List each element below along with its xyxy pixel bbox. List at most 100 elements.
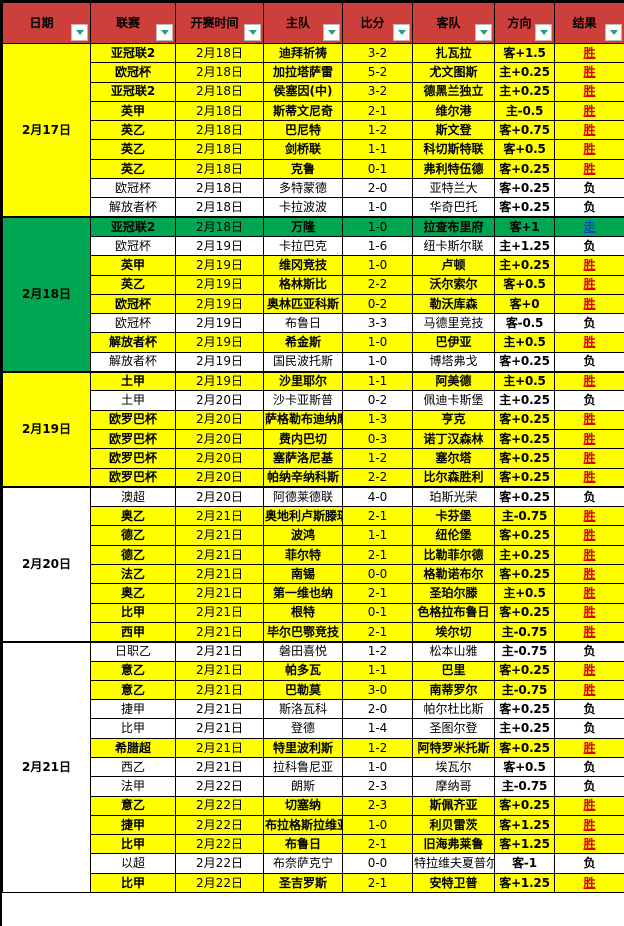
table-row[interactable]: 英乙 2月18日 巴尼特 1-2 斯文登 客+0.75 胜 [3, 120, 624, 141]
table-row[interactable]: 西甲 2月21日 毕尔巴鄂竞技 2-1 埃尔切 主-0.75 胜 [3, 621, 624, 643]
table-row[interactable]: 亚冠联2 2月18日 侯塞因(中) 3-2 德黑兰独立 主+0.25 胜 [3, 81, 624, 102]
table-row[interactable]: 英乙 2月19日 格林斯比 2-2 沃尔索尔 客+0.5 胜 [3, 274, 624, 295]
table-row[interactable]: 解放者杯 2月19日 国民波托斯 1-0 博塔弗戈 客+0.25 负 [3, 351, 624, 373]
result-cell: 胜 [554, 448, 624, 469]
column-header-away[interactable]: 客队 [412, 2, 495, 44]
home-team-cell: 南锡 [263, 564, 343, 585]
table-row[interactable]: 2月21日 日职乙 2月21日 磐田喜悦 1-2 松本山雅 主-0.75 负 [2, 640, 624, 894]
column-header-league[interactable]: 联赛 [90, 2, 176, 44]
filter-dropdown-icon-league[interactable] [156, 24, 173, 41]
column-header-result[interactable]: 结果 [554, 2, 624, 44]
table-row[interactable]: 英甲 2月18日 斯蒂文尼奇 2-1 维尔港 主-0.5 胜 [3, 100, 624, 122]
table-row[interactable]: 比甲 2月22日 圣吉罗斯 2-1 安特卫普 客+1.25 胜 [3, 872, 624, 894]
filter-dropdown-icon-result[interactable] [605, 24, 622, 41]
league-cell: 法乙 [90, 564, 176, 585]
home-team-cell: 圣吉罗斯 [263, 872, 343, 894]
filter-dropdown-icon-home[interactable] [323, 24, 340, 41]
table-row[interactable]: 2月19日 土甲 2月19日 沙里耶尔 1-1 阿美德 主+0.5 胜 [2, 370, 624, 488]
table-row[interactable]: 希腊超 2月21日 特里波利斯 1-2 阿特罗米托斯 客+0.25 胜 [3, 737, 624, 758]
away-team-cell: 尤文图斯 [412, 62, 495, 83]
table-row[interactable]: 意乙 2月21日 巴勒莫 3-0 南蒂罗尔 主-0.75 胜 [3, 679, 624, 701]
table-row[interactable]: 意乙 2月22日 切塞纳 2-3 斯佩齐亚 客+0.25 胜 [3, 795, 624, 816]
result-cell: 胜 [554, 120, 624, 141]
filter-dropdown-icon-away[interactable] [475, 24, 492, 41]
score-cell: 1-0 [342, 216, 413, 237]
start-time-cell: 2月21日 [175, 640, 264, 662]
table-row[interactable]: 解放者杯 2月19日 希金斯 1-0 巴伊亚 主+0.5 胜 [3, 332, 624, 353]
column-header-time[interactable]: 开赛时间 [175, 2, 264, 44]
table-row[interactable]: 欧冠杯 2月19日 布鲁日 3-3 马德里竞技 客-0.5 负 [3, 313, 624, 334]
table-row[interactable]: 法乙 2月21日 南锡 0-0 格勒诺布尔 客+0.25 胜 [3, 564, 624, 585]
table-row[interactable]: 捷甲 2月22日 布拉格斯拉维亚 1-0 利贝雷茨 客+1.25 胜 [3, 814, 624, 836]
league-cell: 意乙 [90, 795, 176, 816]
home-team-cell: 根特 [263, 602, 343, 623]
table-row[interactable]: 欧冠杯 2月19日 卡拉巴克 1-6 纽卡斯尔联 主+1.25 负 [3, 235, 624, 257]
home-team-cell: 剑桥联 [263, 139, 343, 160]
start-time-cell: 2月18日 [175, 197, 264, 218]
table-row[interactable]: 欧罗巴杯 2月20日 塞萨洛尼基 1-2 塞尔塔 客+0.25 胜 [3, 448, 624, 469]
league-cell: 以超 [90, 853, 176, 874]
table-row[interactable]: 欧罗巴杯 2月20日 萨格勒布迪纳摩 1-3 亨克 客+0.25 胜 [3, 409, 624, 430]
table-row[interactable]: 欧冠杯 2月19日 奥林匹亚科斯 0-2 勒沃库森 客+0 胜 [3, 293, 624, 315]
date-group-cell: 2月20日 [2, 486, 91, 643]
table-row[interactable]: 比甲 2月21日 登德 1-4 圣图尔登 主+0.25 负 [3, 718, 624, 739]
table-row[interactable]: 欧冠杯 2月18日 加拉塔萨雷 5-2 尤文图斯 主+0.25 胜 [3, 62, 624, 83]
table-row[interactable]: 意乙 2月21日 帕多瓦 1-1 巴里 客+0.25 胜 [3, 660, 624, 681]
table-row[interactable]: 比甲 2月22日 布鲁日 2-1 旧海弗莱鲁 客+1.25 胜 [3, 834, 624, 855]
result-cell: 胜 [554, 409, 624, 430]
result-cell: 负 [554, 197, 624, 218]
table-row[interactable]: 欧罗巴杯 2月20日 帕纳辛纳科斯 2-2 比尔森胜利 客+0.25 胜 [3, 467, 624, 488]
direction-cell: 客+0.25 [494, 178, 555, 199]
table-row[interactable]: 2月18日 亚冠联2 2月18日 万隆 1-0 拉查布里府 客+1 走 [2, 216, 624, 373]
home-team-cell: 奥地利卢斯滕瑙 [263, 506, 343, 527]
column-header-direction[interactable]: 方向 [494, 2, 555, 44]
column-header-score[interactable]: 比分 [342, 2, 413, 44]
filter-dropdown-icon-date[interactable] [71, 24, 88, 41]
score-cell: 1-0 [342, 351, 413, 373]
start-time-cell: 2月21日 [175, 756, 264, 778]
table-row[interactable]: 德乙 2月21日 菲尔特 2-1 比勒菲尔德 主+0.25 胜 [3, 544, 624, 566]
score-cell: 0-0 [342, 853, 413, 874]
table-row[interactable]: 2月17日 亚冠联2 2月18日 迪拜祈祷 3-2 扎瓦拉 客+1.5 胜 [2, 42, 624, 218]
table-row[interactable]: 英乙 2月18日 剑桥联 1-1 科切斯特联 客+0.5 胜 [3, 139, 624, 160]
table-row[interactable]: 土甲 2月20日 沙卡亚斯普 0-2 佩迪卡斯堡 主+0.25 负 [3, 390, 624, 411]
away-team-cell: 斯文登 [412, 120, 495, 141]
home-team-cell: 克鲁 [263, 158, 343, 180]
filter-dropdown-icon-direction[interactable] [535, 24, 552, 41]
league-cell: 欧罗巴杯 [90, 409, 176, 430]
start-time-cell: 2月18日 [175, 81, 264, 102]
table-row[interactable]: 捷甲 2月21日 斯洛瓦科 2-0 帕尔杜比斯 客+0.25 负 [3, 699, 624, 720]
table-row[interactable]: 英甲 2月19日 维冈竞技 1-0 卢顿 主+0.25 胜 [3, 255, 624, 276]
result-cell: 胜 [554, 660, 624, 681]
league-cell: 亚冠联2 [90, 81, 176, 102]
start-time-cell: 2月19日 [175, 370, 264, 392]
table-row[interactable]: 奥乙 2月21日 第一维也纳 2-1 圣珀尔滕 主+0.5 胜 [3, 583, 624, 604]
table-row[interactable]: 西乙 2月21日 拉科鲁尼亚 1-0 埃瓦尔 客+0.5 负 [3, 756, 624, 778]
table-row[interactable]: 欧罗巴杯 2月20日 费内巴切 0-3 诺丁汉森林 客+0.25 胜 [3, 428, 624, 450]
home-team-cell: 切塞纳 [263, 795, 343, 816]
score-cell: 0-0 [342, 564, 413, 585]
table-row[interactable]: 2月20日 澳超 2月20日 阿德莱德联 4-0 珀斯光荣 客+0.25 负 [2, 486, 624, 643]
home-team-cell: 帕纳辛纳科斯 [263, 467, 343, 488]
column-header-home[interactable]: 主队 [263, 2, 343, 44]
result-cell: 负 [554, 313, 624, 334]
table-row[interactable]: 比甲 2月21日 根特 0-1 色格拉布鲁日 客+0.25 胜 [3, 602, 624, 623]
filter-dropdown-icon-time[interactable] [244, 24, 261, 41]
away-team-cell: 南蒂罗尔 [412, 679, 495, 701]
home-team-cell: 特里波利斯 [263, 737, 343, 758]
table-row[interactable]: 英乙 2月18日 克鲁 0-1 弗利特伍德 客+0.25 胜 [3, 158, 624, 180]
home-team-cell: 格林斯比 [263, 274, 343, 295]
table-row[interactable]: 以超 2月22日 布奈萨克宁 0-0 特拉维夫夏普尔 客-1 负 [3, 853, 624, 874]
filter-dropdown-icon-score[interactable] [393, 24, 410, 41]
table-row[interactable]: 解放者杯 2月18日 卡拉波波 1-0 华奇巴托 客+0.25 负 [3, 197, 624, 218]
column-header-date[interactable]: 日期 [2, 2, 91, 44]
score-cell: 0-3 [342, 428, 413, 450]
start-time-cell: 2月18日 [175, 139, 264, 160]
table-row[interactable]: 欧冠杯 2月18日 多特蒙德 2-0 亚特兰大 客+0.25 负 [3, 178, 624, 199]
score-cell: 2-2 [342, 467, 413, 488]
table-row[interactable]: 德乙 2月21日 波鸿 1-1 纽伦堡 客+0.25 胜 [3, 525, 624, 546]
direction-cell: 主+0.25 [494, 62, 555, 83]
table-row[interactable]: 奥乙 2月21日 奥地利卢斯滕瑙 2-1 卡芬堡 主-0.75 胜 [3, 506, 624, 527]
home-team-cell: 巴尼特 [263, 120, 343, 141]
table-row[interactable]: 法甲 2月22日 朗斯 2-3 摩纳哥 主-0.75 负 [3, 776, 624, 797]
